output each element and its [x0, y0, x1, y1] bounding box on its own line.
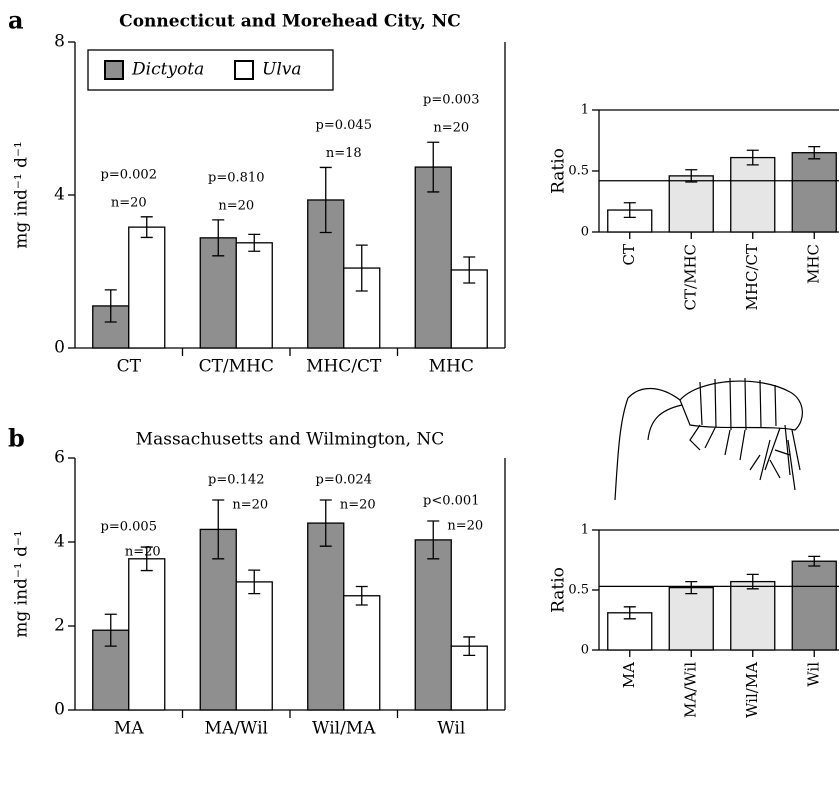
y-tick-label: 0 [54, 338, 65, 358]
x-tick-label: MHC [429, 357, 474, 377]
y-tick-label: 0 [581, 643, 589, 658]
bar [129, 227, 165, 348]
y-tick-label: 4 [54, 532, 65, 552]
n-label: n=20 [125, 545, 161, 560]
bar [731, 582, 775, 650]
figure: 0 4 8 mg ind⁻¹ d⁻¹ Connecticut and Morehead … [0, 0, 839, 800]
y-tick-label: 1 [581, 103, 589, 118]
x-tick-label: MHC/CT [306, 357, 382, 377]
bar [415, 540, 451, 710]
x-tick-label: MA [620, 662, 638, 688]
x-tick-label: MA [114, 719, 144, 739]
x-tick-label: MA/Wil [681, 662, 699, 718]
x-tick-label: CT/MHC [199, 357, 274, 377]
bar [344, 596, 380, 710]
n-label: n=20 [111, 195, 147, 210]
x-tick-label: MHC [804, 244, 822, 284]
y-tick-label: 0 [54, 700, 65, 720]
x-tick-label: CT [620, 244, 638, 265]
n-label: n=18 [326, 146, 362, 161]
y-tick-label: 4 [54, 185, 65, 205]
n-label: n=20 [447, 519, 483, 534]
p-value: p=0.003 [423, 93, 479, 108]
y-axis-label: Ratio [549, 567, 569, 613]
p-value: p=0.045 [316, 118, 372, 133]
legend-label: Ulva [262, 60, 302, 80]
y-tick-label: 2 [54, 616, 65, 636]
y-tick-label: 6 [54, 448, 65, 468]
bar [669, 588, 713, 650]
bar [415, 167, 451, 348]
p-value: p=0.024 [316, 473, 372, 488]
legend-swatch [105, 61, 123, 79]
bar [129, 559, 165, 710]
x-tick-label: MA/Wil [205, 719, 268, 739]
x-tick-label: Wil/MA [312, 719, 376, 739]
x-tick-label: Wil [804, 662, 822, 687]
y-axis-label: mg ind⁻¹ d⁻¹ [12, 141, 32, 249]
x-tick-label: MHC/CT [743, 244, 761, 310]
bar [731, 158, 775, 232]
y-axis-label: Ratio [549, 148, 569, 194]
x-tick-label: Wil [437, 719, 465, 739]
bar [236, 582, 272, 710]
n-label: n=20 [433, 121, 469, 136]
bar [792, 153, 836, 232]
x-tick-label: CT/MHC [681, 244, 699, 310]
n-label: n=20 [218, 198, 254, 213]
p-value: p<0.001 [423, 494, 479, 509]
bar [308, 523, 344, 710]
bar [236, 243, 272, 348]
y-tick-label: 0 [581, 225, 589, 240]
x-tick-label: CT [117, 357, 142, 377]
panel-label: a [8, 6, 24, 35]
panel-label: b [8, 424, 25, 453]
n-label: n=20 [232, 498, 268, 513]
p-value: p=0.005 [101, 520, 157, 535]
amphipod-drawing [615, 378, 802, 500]
p-value: p=0.810 [208, 170, 264, 185]
y-tick-label: 8 [54, 32, 65, 52]
legend-label: Dictyota [131, 60, 204, 80]
bar [669, 176, 713, 232]
x-tick-label: Wil/MA [743, 662, 761, 718]
y-axis-label: mg ind⁻¹ d⁻¹ [12, 530, 32, 638]
chart-title: Massachusetts and Wilmington, NC [136, 430, 445, 450]
p-value: p=0.002 [101, 167, 157, 182]
legend-swatch [235, 61, 253, 79]
chart-title: Connecticut and Morehead City, NC [119, 12, 461, 32]
p-value: p=0.142 [208, 473, 264, 488]
y-tick-label: 0.5 [568, 164, 589, 179]
bar [792, 561, 836, 650]
y-tick-label: 1 [581, 523, 589, 538]
y-tick-label: 0.5 [568, 583, 589, 598]
n-label: n=20 [340, 498, 376, 513]
